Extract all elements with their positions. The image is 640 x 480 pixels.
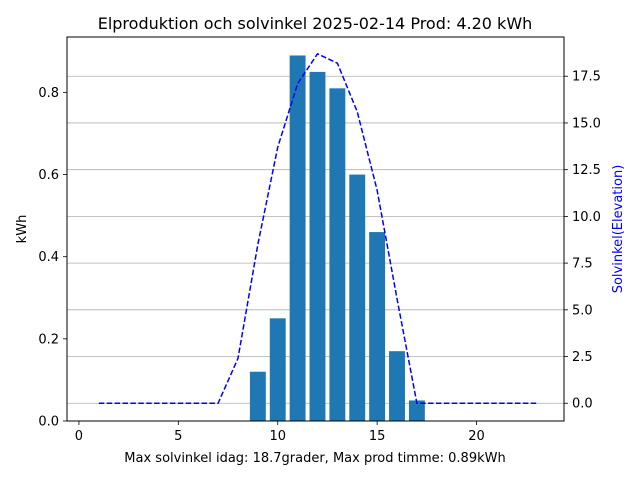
x-tick-label: 5	[174, 429, 182, 444]
x-tick-label: 20	[468, 429, 485, 444]
line-layer	[98, 52, 537, 404]
elevation-line	[98, 52, 537, 404]
y-tick-label: 0.6	[38, 168, 59, 183]
y2-axis-ticks: 0.0 2.5 5.0 7.5 10.0 12.5 15.0 17.5	[564, 70, 601, 412]
bar-layer	[249, 55, 425, 421]
y2-tick-label: 15.0	[572, 116, 601, 131]
y2-axis-label: Solvinkel(Elevation)	[611, 165, 626, 294]
y2-tick-label: 7.5	[572, 257, 593, 272]
bar	[309, 71, 326, 421]
y2-tick-label: 5.0	[572, 303, 593, 318]
y-tick-label: 0.4	[38, 250, 59, 265]
y2-tick-label: 2.5	[572, 350, 593, 365]
y2-tick-label: 10.0	[572, 210, 601, 225]
y-axis-label: kWh	[15, 215, 30, 244]
y-tick-label: 0.2	[38, 332, 59, 347]
y-tick-label: 0.8	[38, 86, 59, 101]
y-tick-label: 0.0	[38, 415, 59, 430]
x-tick-label: 0	[75, 429, 83, 444]
y2-tick-label: 0.0	[572, 397, 593, 412]
bar	[408, 400, 425, 421]
bar	[369, 232, 386, 421]
bar	[389, 351, 405, 421]
plot-frame	[66, 36, 565, 422]
x-tick-label: 10	[269, 429, 286, 444]
y-axis-ticks: 0.0 0.2 0.4 0.6 0.8	[38, 86, 67, 430]
bar	[349, 174, 366, 421]
bar	[289, 55, 306, 421]
x-tick-label: 15	[369, 429, 386, 444]
bar	[249, 371, 266, 421]
y2-tick-label: 12.5	[572, 163, 601, 178]
y2-tick-label: 17.5	[572, 70, 601, 85]
x-axis-label: Max solvinkel idag: 18.7grader, Max prod…	[124, 451, 505, 466]
bar	[269, 318, 286, 421]
chart-title: Elproduktion och solvinkel 2025-02-14 Pr…	[98, 14, 533, 33]
bar	[329, 88, 346, 421]
x-axis-ticks: 0 5 10 15 20	[75, 421, 485, 444]
